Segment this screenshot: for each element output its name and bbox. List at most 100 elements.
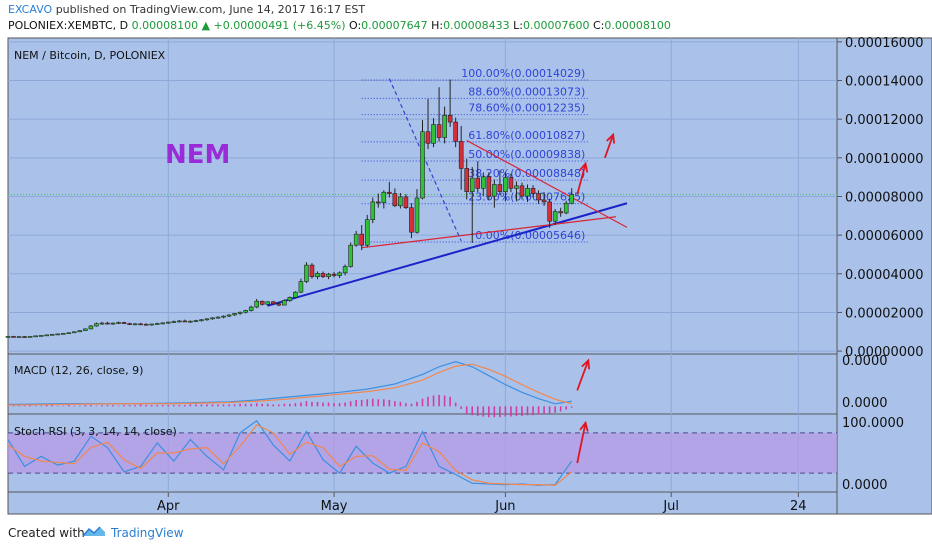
nem-annotation: NEM <box>165 140 230 170</box>
candle-body <box>381 191 387 203</box>
candle-body <box>83 328 88 331</box>
red-arrow-icon <box>576 360 590 391</box>
candle-body <box>160 322 166 325</box>
candle-body <box>569 194 575 204</box>
stoch-tick-bottom: 0.0000 <box>842 478 888 493</box>
candle-body <box>210 317 215 320</box>
candle-body <box>254 300 259 308</box>
candle-body <box>492 184 497 197</box>
candle-body <box>22 336 27 338</box>
candle-body <box>110 322 116 325</box>
macd-tick-top: 0.0000 <box>842 354 888 369</box>
candle-body <box>72 331 77 334</box>
candle-body <box>525 188 530 197</box>
macd-tick-bottom: 0.0000 <box>842 396 888 411</box>
tradingview-brand-link[interactable]: TradingView <box>111 526 184 540</box>
last-price: 0.00008100 <box>131 19 199 32</box>
candle-body <box>138 323 143 326</box>
x-tick-label: Apr <box>157 499 180 514</box>
red-arrowhead <box>579 420 589 432</box>
candle-body <box>149 323 154 326</box>
candle-body <box>265 301 271 305</box>
candle-body <box>536 193 541 201</box>
candle-body <box>353 233 359 246</box>
candle-body <box>342 266 348 274</box>
macd-pane-title: MACD (12, 26, close, 9) <box>14 364 143 377</box>
red-arrowhead <box>581 358 591 370</box>
candle-body <box>503 177 508 192</box>
candle-body <box>77 330 83 333</box>
candle-body <box>94 323 99 327</box>
candle-body <box>237 311 243 314</box>
trendline-triangle-upper <box>466 139 628 228</box>
low-value: 0.00007600 <box>522 19 590 32</box>
time-axis[interactable] <box>7 491 838 515</box>
up-triangle-icon: ▲ <box>201 19 211 32</box>
candle-body <box>177 320 182 323</box>
candle-body <box>398 196 403 207</box>
candle-body <box>298 281 304 293</box>
candle-body <box>431 124 436 144</box>
candle-body <box>282 300 287 306</box>
candle-body <box>232 313 237 316</box>
red-arrowhead <box>606 132 616 144</box>
x-tick-label: Jun <box>494 499 515 514</box>
publisher-name[interactable]: EXCAVO <box>8 3 53 16</box>
stoch-pane-title: Stoch RSI (3, 3, 14, 14, close) <box>14 425 177 438</box>
red-arrow-icon <box>576 163 587 195</box>
candle-body <box>132 323 138 326</box>
candle-body <box>348 244 353 267</box>
candle-body <box>519 185 525 197</box>
y-tick-label: 0.00004000 <box>845 268 924 283</box>
chart-header: EXCAVO published on TradingView.com, Jun… <box>0 0 932 36</box>
trendline-triangle-lower <box>361 216 617 249</box>
candle-body <box>563 202 569 214</box>
price-axis[interactable] <box>836 37 932 515</box>
x-tick-label: May <box>321 499 348 514</box>
open-value: 0.00007647 <box>361 19 428 32</box>
y-tick-label: 0.00014000 <box>845 75 924 90</box>
candle-body <box>304 264 309 282</box>
candle-body <box>370 201 376 220</box>
candle-body <box>270 301 276 305</box>
candle-body <box>243 310 248 313</box>
macd-series-line <box>7 363 572 406</box>
fib-level-label: 23.60%(0.00007625) <box>468 191 585 204</box>
publish-line: EXCAVO published on TradingView.com, Jun… <box>8 3 365 16</box>
fib-level-label: 100.00%(0.00014029) <box>461 67 585 80</box>
red-arrow-icon <box>604 134 615 159</box>
candle-body <box>530 188 536 194</box>
candle-body <box>403 196 409 208</box>
open-label: O: <box>349 19 362 32</box>
candle-body <box>420 131 425 199</box>
candle-body <box>481 176 486 189</box>
candle-body <box>49 333 55 336</box>
published-text: published on TradingView.com, June 14, 2… <box>55 3 366 16</box>
candle-body <box>121 322 127 324</box>
candle-body <box>315 273 320 277</box>
candle-body <box>276 303 282 306</box>
red-arrowhead <box>578 161 589 173</box>
candle-body <box>99 322 105 325</box>
candle-body <box>309 264 315 277</box>
stoch-tick-top: 100.0000 <box>842 416 904 431</box>
candle-body <box>204 318 210 321</box>
candle-body <box>188 320 193 323</box>
chart-svg[interactable]: 100.00%(0.00014029) 88.60%(0.00013073) 78.… <box>0 36 932 516</box>
macd-series-line <box>7 361 572 406</box>
chart-area[interactable]: 100.00%(0.00014029) 88.60%(0.00013073) 78.… <box>0 36 932 516</box>
high-value: 0.00008433 <box>443 19 510 32</box>
price-change: +0.00000491 (+6.45%) <box>213 19 346 32</box>
trendline-support <box>267 202 628 307</box>
candle-body <box>320 273 326 277</box>
y-tick-label: 0.00000000 <box>845 345 924 360</box>
candle-body <box>287 297 293 301</box>
candle-body <box>154 323 160 325</box>
candle-body <box>182 320 188 323</box>
candle-body <box>552 211 558 222</box>
candle-body <box>165 321 171 324</box>
candle-body <box>27 336 33 338</box>
candle-body <box>469 177 475 192</box>
candle-body <box>38 335 44 337</box>
price-pane-title: NEM / Bitcoin, D, POLONIEX <box>14 49 166 62</box>
